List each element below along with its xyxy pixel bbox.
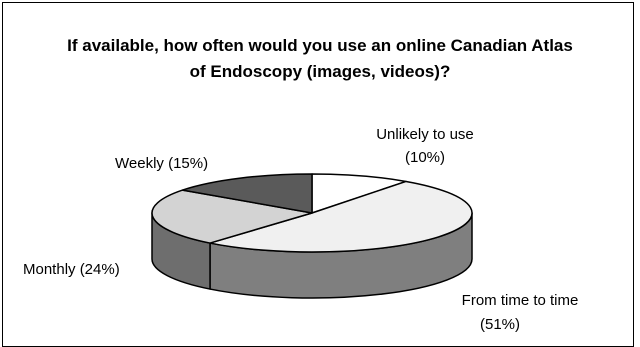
chart-title-line1: If available, how often would you use an… [67, 36, 573, 55]
slice-label-from-time-to-time-pct: (51%) [480, 316, 520, 333]
chart-title-line2: of Endoscopy (images, videos)? [190, 62, 451, 81]
slice-label-unlikely-pct: (10%) [405, 149, 445, 166]
slice-label-from-time-to-time: From time to time [462, 292, 579, 309]
pie-tops [151, 173, 473, 253]
slice-label-weekly: Weekly (15%) [115, 155, 208, 172]
pie-slice-1 [209, 180, 473, 253]
pie-slice-3 [181, 173, 313, 214]
pie-slice-2 [151, 189, 313, 244]
pie-slice-0 [311, 173, 407, 214]
slice-label-monthly: Monthly (24%) [23, 261, 120, 278]
slice-label-unlikely: Unlikely to use [376, 126, 474, 143]
